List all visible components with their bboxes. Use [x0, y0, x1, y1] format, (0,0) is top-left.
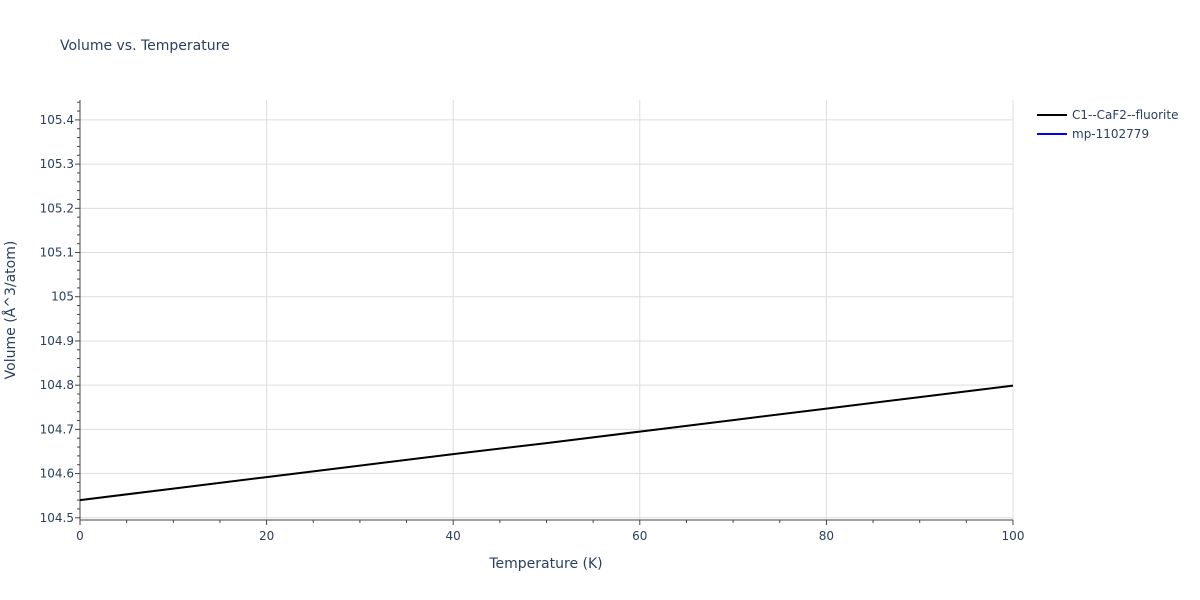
legend-item[interactable]: mp-1102779	[1037, 127, 1149, 141]
legend[interactable]: C1--CaF2--fluorite mp-1102779	[1037, 108, 1178, 141]
series-line-0	[79, 384, 1014, 502]
y-tick-label: 104.7	[40, 422, 74, 436]
x-tick-label: 40	[446, 529, 461, 543]
legend-label: C1--CaF2--fluorite	[1072, 108, 1178, 122]
y-tick-label: 105.2	[40, 201, 74, 215]
y-tick-label: 104.9	[40, 334, 74, 348]
y-tick-label: 104.8	[40, 378, 74, 392]
chart-title: Volume vs. Temperature	[60, 38, 230, 54]
y-tick-label: 105.4	[40, 113, 74, 127]
y-tick-label: 105.1	[40, 246, 74, 260]
x-tick-label: 20	[259, 529, 274, 543]
y-tick-label: 104.5	[40, 511, 74, 525]
grid	[80, 100, 1014, 520]
x-tick-label: 0	[76, 529, 84, 543]
x-axis-title: Temperature (K)	[488, 556, 602, 572]
y-tick-label: 104.6	[40, 467, 74, 481]
x-tick-label: 100	[1002, 529, 1025, 543]
series	[79, 384, 1014, 502]
x-tick-label: 80	[819, 529, 834, 543]
tick-labels: 0 20 40 60 80 100 104.5 104.6 104.7 104.8 104.9 105…	[40, 113, 1025, 543]
x-tick-label: 60	[632, 529, 647, 543]
y-axis-title: Volume (Å^3/atom)	[2, 241, 19, 380]
y-tick-label: 105.3	[40, 157, 74, 171]
legend-label: mp-1102779	[1072, 127, 1149, 141]
y-tick-label: 105	[51, 290, 74, 304]
axes	[75, 100, 1014, 525]
legend-item[interactable]: C1--CaF2--fluorite	[1037, 108, 1178, 122]
